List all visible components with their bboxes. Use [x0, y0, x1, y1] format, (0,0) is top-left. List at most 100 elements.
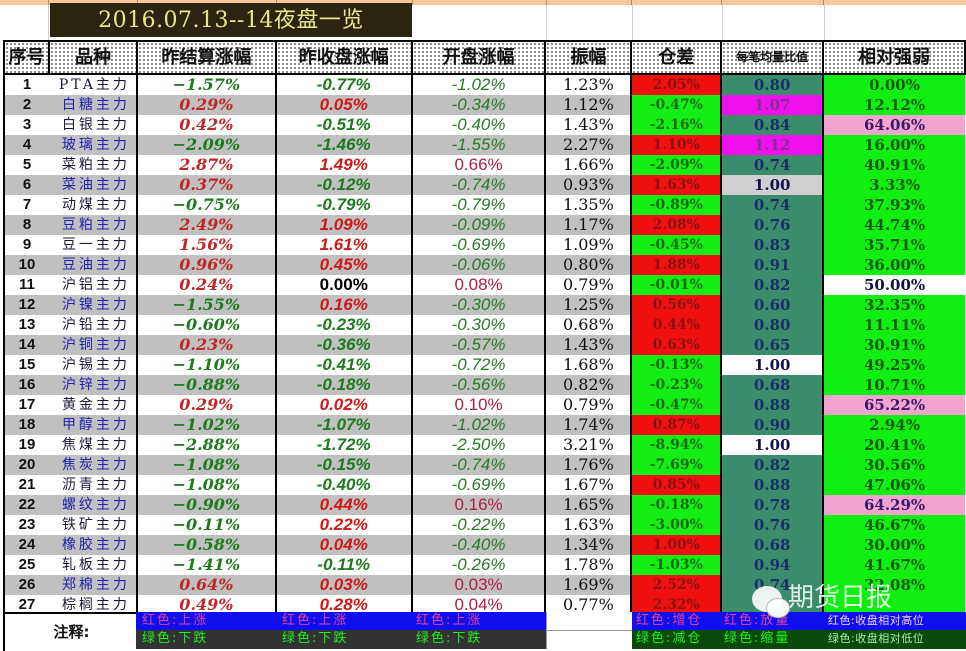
close-change-cell[interactable]: -1.46%: [275, 135, 413, 155]
rel-strength-cell[interactable]: 10.71%: [823, 375, 965, 395]
rel-strength-cell[interactable]: 44.74%: [823, 215, 965, 235]
vol-ratio-cell[interactable]: 0.83: [721, 235, 825, 255]
vol-ratio-cell[interactable]: 0.68: [721, 535, 825, 555]
open-change-cell[interactable]: -0.57%: [411, 335, 547, 355]
amplitude-cell[interactable]: 1.68%: [545, 355, 633, 375]
close-change-cell[interactable]: 0.05%: [275, 95, 413, 115]
table-row[interactable]: 22 螺纹主力 −0.90% 0.44% 0.16% 1.65% -0.18% 0.78 64.…: [3, 495, 965, 515]
table-row[interactable]: 21 沥青主力 −1.08% -0.40% -0.69% 1.67% 0.85% 0.88 47…: [3, 475, 965, 495]
table-row[interactable]: 5 菜粕主力 2.87% 1.49% 0.66% 1.66% -2.09% 0.74 40.91…: [3, 155, 965, 175]
commodity-name[interactable]: PTA主力: [48, 74, 138, 95]
oi-change-cell[interactable]: 0.63%: [631, 335, 723, 355]
vol-ratio-cell[interactable]: 0.78: [721, 495, 825, 515]
settle-change-cell[interactable]: −2.09%: [136, 135, 277, 155]
amplitude-cell[interactable]: 1.78%: [545, 555, 633, 575]
amplitude-cell[interactable]: 1.67%: [545, 475, 633, 495]
oi-change-cell[interactable]: 1.88%: [631, 255, 723, 275]
open-change-cell[interactable]: -2.50%: [411, 435, 547, 455]
table-row[interactable]: 11 沪铝主力 0.24% 0.00% 0.08% 0.79% -0.01% 0.82 50.0…: [3, 275, 965, 295]
rel-strength-cell[interactable]: 47.06%: [823, 475, 965, 495]
close-change-cell[interactable]: 1.49%: [275, 155, 413, 175]
open-change-cell[interactable]: -0.34%: [411, 95, 547, 115]
oi-change-cell[interactable]: 1.00%: [631, 535, 723, 555]
row-index[interactable]: 10: [3, 255, 49, 275]
settle-change-cell[interactable]: −0.88%: [136, 375, 277, 395]
vol-ratio-cell[interactable]: 0.84: [721, 115, 825, 135]
vol-ratio-cell[interactable]: 1.00: [721, 435, 825, 455]
oi-change-cell[interactable]: -2.16%: [631, 115, 723, 135]
row-index[interactable]: 15: [3, 355, 49, 375]
commodity-name[interactable]: 橡胶主力: [48, 535, 138, 555]
rel-strength-cell[interactable]: 30.56%: [823, 455, 965, 475]
row-index[interactable]: 7: [3, 195, 49, 215]
commodity-name[interactable]: 豆油主力: [48, 255, 138, 275]
vol-ratio-cell[interactable]: 0.82: [721, 455, 825, 475]
amplitude-cell[interactable]: 1.34%: [545, 535, 633, 555]
table-row[interactable]: 23 铁矿主力 −0.11% 0.22% -0.22% 1.63% -3.00% 0.76 46…: [3, 515, 965, 535]
commodity-name[interactable]: 轧板主力: [48, 555, 138, 575]
close-change-cell[interactable]: -0.15%: [275, 455, 413, 475]
oi-change-cell[interactable]: 2.05%: [631, 74, 723, 95]
settle-change-cell[interactable]: 0.64%: [136, 575, 277, 595]
row-index[interactable]: 2: [3, 95, 49, 115]
rel-strength-cell[interactable]: [823, 595, 965, 617]
close-change-cell[interactable]: -0.18%: [275, 375, 413, 395]
close-change-cell[interactable]: -0.11%: [275, 555, 413, 575]
oi-change-cell[interactable]: 1.63%: [631, 175, 723, 195]
rel-strength-cell[interactable]: 46.67%: [823, 515, 965, 535]
oi-change-cell[interactable]: 0.44%: [631, 315, 723, 335]
oi-change-cell[interactable]: -0.23%: [631, 375, 723, 395]
settle-change-cell[interactable]: 0.37%: [136, 175, 277, 195]
settle-change-cell[interactable]: 0.42%: [136, 115, 277, 135]
rel-strength-cell[interactable]: 65.22%: [823, 395, 965, 415]
commodity-name[interactable]: 沪铅主力: [48, 315, 138, 335]
settle-change-cell[interactable]: 0.29%: [136, 95, 277, 115]
settle-change-cell[interactable]: −1.55%: [136, 295, 277, 315]
settle-change-cell[interactable]: −1.02%: [136, 415, 277, 435]
rel-strength-cell[interactable]: 36.00%: [823, 255, 965, 275]
table-row[interactable]: 3 白银主力 0.42% -0.51% -0.40% 1.43% -2.16% 0.84 64.…: [3, 115, 965, 135]
rel-strength-cell[interactable]: 11.11%: [823, 315, 965, 335]
row-index[interactable]: 24: [3, 535, 49, 555]
rel-strength-cell[interactable]: 40.91%: [823, 155, 965, 175]
close-change-cell[interactable]: 0.28%: [275, 595, 413, 617]
table-row[interactable]: 14 沪铜主力 0.23% -0.36% -0.57% 1.43% 0.63% 0.65 30.…: [3, 335, 965, 355]
close-change-cell[interactable]: 0.00%: [275, 275, 413, 295]
header-vol-ratio[interactable]: 每笔均量比值: [720, 40, 825, 75]
amplitude-cell[interactable]: 1.23%: [545, 74, 633, 95]
vol-ratio-cell[interactable]: 1.12: [721, 135, 825, 155]
open-change-cell[interactable]: -1.55%: [411, 135, 547, 155]
vol-ratio-cell[interactable]: 1.00: [721, 175, 825, 195]
table-row[interactable]: 4 玻璃主力 −2.09% -1.46% -1.55% 2.27% 1.10% 1.12 16.…: [3, 135, 965, 155]
commodity-name[interactable]: 甲醇主力: [48, 415, 138, 435]
settle-change-cell[interactable]: −1.41%: [136, 555, 277, 575]
table-row[interactable]: 7 动煤主力 −0.75% -0.79% -0.79% 1.35% -0.89% 0.74 37…: [3, 195, 965, 215]
vol-ratio-cell[interactable]: 1.07: [721, 95, 825, 115]
vol-ratio-cell[interactable]: 0.94: [721, 555, 825, 575]
table-row[interactable]: 15 沪锡主力 −1.10% -0.41% -0.72% 1.68% -0.13% 1.00 4…: [3, 355, 965, 375]
settle-change-cell[interactable]: 2.49%: [136, 215, 277, 235]
amplitude-cell[interactable]: 1.12%: [545, 95, 633, 115]
row-index[interactable]: 9: [3, 235, 49, 255]
commodity-name[interactable]: 菜粕主力: [48, 155, 138, 175]
row-index[interactable]: 4: [3, 135, 49, 155]
settle-change-cell[interactable]: −1.08%: [136, 475, 277, 495]
row-index[interactable]: 5: [3, 155, 49, 175]
open-change-cell[interactable]: -1.02%: [411, 74, 547, 95]
oi-change-cell[interactable]: 2.32%: [631, 595, 723, 617]
commodity-name[interactable]: 白糖主力: [48, 95, 138, 115]
open-change-cell[interactable]: 0.03%: [411, 575, 547, 595]
table-row[interactable]: 18 甲醇主力 −1.02% -1.07% -1.02% 1.74% 0.87% 0.90 2.…: [3, 415, 965, 435]
vol-ratio-cell[interactable]: 0.80: [721, 74, 825, 95]
rel-strength-cell[interactable]: 3.33%: [823, 175, 965, 195]
rel-strength-cell[interactable]: 64.29%: [823, 495, 965, 515]
close-change-cell[interactable]: -0.23%: [275, 315, 413, 335]
oi-change-cell[interactable]: -8.94%: [631, 435, 723, 455]
commodity-name[interactable]: 沪锌主力: [48, 375, 138, 395]
commodity-name[interactable]: 铁矿主力: [48, 515, 138, 535]
header-settle-change[interactable]: 昨结算涨幅: [135, 40, 277, 75]
row-index[interactable]: 3: [3, 115, 49, 135]
row-index[interactable]: 14: [3, 335, 49, 355]
open-change-cell[interactable]: -0.69%: [411, 235, 547, 255]
row-index[interactable]: 16: [3, 375, 49, 395]
